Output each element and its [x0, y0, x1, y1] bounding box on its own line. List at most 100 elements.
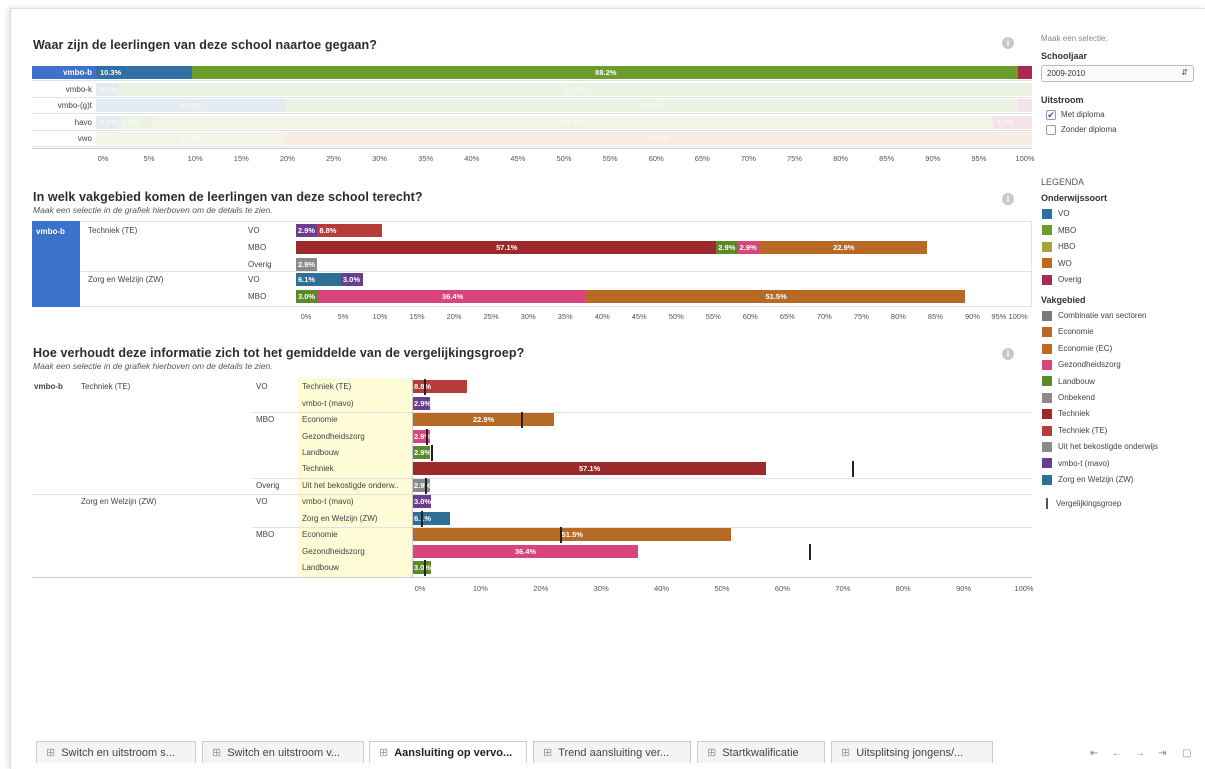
legend-item[interactable]: HBO [1042, 241, 1075, 252]
bar-segment[interactable] [96, 99, 286, 112]
legend-item[interactable]: Techniek [1042, 408, 1090, 420]
value-bar[interactable] [412, 528, 732, 541]
vakgebied-group-label[interactable]: Techniek (TE) [88, 226, 138, 235]
row-label[interactable]: havo [74, 118, 92, 127]
next-icon[interactable]: → [1135, 748, 1145, 759]
bar-segment[interactable] [153, 116, 993, 129]
vakgebied-title: Vakgebied [1041, 295, 1086, 305]
legend-item[interactable]: Landbouw [1042, 376, 1095, 387]
bar-segment[interactable] [716, 241, 738, 254]
level-label[interactable]: vmbo-b [34, 382, 63, 391]
vakgebied-label[interactable]: Gezondheidszorg [302, 432, 365, 441]
value-bar[interactable] [412, 545, 638, 558]
bar-segment[interactable] [96, 116, 118, 129]
value-bar[interactable] [412, 397, 430, 410]
bar-segment[interactable] [96, 83, 118, 96]
info-icon[interactable]: i [1002, 37, 1014, 49]
x-tick-label: 70% [835, 584, 851, 593]
bar-segment[interactable] [296, 224, 318, 237]
legend-item[interactable]: MBO [1042, 225, 1076, 236]
bar-segment[interactable] [1017, 66, 1032, 79]
selected-level-block[interactable] [32, 221, 80, 307]
bar-segment[interactable] [737, 241, 759, 254]
legend-item[interactable]: Uit het bekostigde onderwijs [1042, 441, 1158, 453]
legend-item[interactable]: Economie (EC) [1042, 343, 1112, 354]
bar-segment[interactable] [192, 66, 1018, 79]
legend-item[interactable]: Techniek (TE) [1042, 425, 1107, 436]
data-label: 57.1% [496, 243, 518, 252]
checkbox-checked-icon[interactable]: ✔ [1046, 110, 1056, 120]
bar-segment[interactable] [296, 258, 318, 271]
bar-segment[interactable] [96, 66, 193, 79]
vakgebied-label[interactable]: Economie [302, 530, 338, 539]
vakgebied-group-label[interactable]: Techniek (TE) [81, 382, 131, 391]
vakgebied-label[interactable]: Techniek (TE) [302, 382, 352, 391]
bar-segment[interactable] [758, 241, 928, 254]
bar-segment[interactable] [1017, 99, 1032, 112]
fullscreen-icon[interactable]: ▢ [1182, 748, 1192, 759]
legend-item[interactable]: VO [1042, 208, 1070, 219]
vakgebied-label[interactable]: Gezondheidszorg [302, 547, 365, 556]
vakgebied-label[interactable]: Zorg en Welzijn (ZW) [302, 514, 378, 523]
vakgebied-label[interactable]: vmbo-t (mavo) [302, 497, 354, 506]
legend-item[interactable]: Zorg en Welzijn (ZW) [1042, 474, 1133, 485]
legend-item[interactable]: Overig [1042, 274, 1082, 285]
vakgebied-group-label[interactable]: Zorg en Welzijn (ZW) [81, 497, 157, 506]
first-icon[interactable]: ⇤ [1090, 748, 1099, 759]
legend-item[interactable]: vmbo-t (mavo) [1042, 458, 1110, 469]
value-bar[interactable] [412, 495, 431, 508]
bar-segment[interactable] [317, 224, 383, 237]
legend-label: Landbouw [1058, 376, 1095, 386]
legend-label: Overig [1058, 275, 1082, 284]
bar-segment[interactable] [285, 99, 1018, 112]
tab-1[interactable]: ⊞ Switch en uitstroom s... [36, 741, 196, 763]
info-icon[interactable]: i [1002, 193, 1014, 205]
row-label[interactable]: vmbo-k [65, 85, 92, 94]
row-label[interactable]: vmbo-(g)t [57, 101, 92, 110]
bar-segment[interactable] [992, 116, 1032, 129]
vakgebied-label[interactable]: Techniek [302, 464, 334, 473]
value-bar[interactable] [412, 462, 767, 475]
tab-2[interactable]: ⊞ Switch en uitstroom v... [202, 741, 364, 763]
schooljaar-select[interactable]: 2009-2010 ⇵ [1041, 65, 1194, 82]
tab-5[interactable]: ⊞ Startkwalificatie [697, 741, 825, 763]
checkbox-icon[interactable] [1046, 125, 1056, 135]
tab-4[interactable]: ⊞ Trend aansluiting ver... [533, 741, 691, 763]
legend-swatch [1042, 225, 1052, 236]
level-label[interactable]: vmbo-b [36, 227, 65, 236]
bar-segment[interactable] [296, 241, 717, 254]
value-bar[interactable] [412, 446, 430, 459]
bar-segment[interactable] [296, 273, 341, 286]
bar-segment[interactable] [96, 132, 286, 145]
vakgebied-label[interactable]: vmbo-t (mavo) [302, 399, 354, 408]
bar-segment[interactable] [117, 116, 154, 129]
bar-segment[interactable] [296, 290, 319, 303]
row-label[interactable]: vwo [77, 134, 92, 143]
bar-segment[interactable] [117, 83, 1032, 96]
vakgebied-label[interactable]: Landbouw [302, 448, 339, 457]
prev-icon[interactable]: ← [1112, 748, 1122, 759]
zonder-diploma-option[interactable]: Zonder diploma [1046, 125, 1117, 135]
tab-3[interactable]: ⊞ Aansluiting op vervo... [369, 741, 527, 763]
value-bar[interactable] [412, 413, 554, 426]
legend-item[interactable]: Onbekend [1042, 392, 1095, 403]
tab-6[interactable]: ⊞ Uitsplitsing jongens/... [831, 741, 993, 763]
bar-segment[interactable] [318, 290, 586, 303]
value-bar[interactable] [412, 430, 430, 443]
vakgebied-label[interactable]: Landbouw [302, 563, 339, 572]
bar-segment[interactable] [585, 290, 965, 303]
last-icon[interactable]: ⇥ [1158, 748, 1167, 759]
info-icon[interactable]: i [1002, 348, 1014, 360]
row-label[interactable]: vmbo-b [63, 68, 92, 77]
vakgebied-label[interactable]: Uit het bekostigde onderw.. [302, 481, 399, 490]
bar-segment[interactable] [285, 132, 1032, 145]
legend-item[interactable]: WO [1042, 258, 1072, 269]
vakgebied-group-label[interactable]: Zorg en Welzijn (ZW) [88, 275, 164, 284]
bar-segment[interactable] [340, 273, 363, 286]
legend-item[interactable]: Combinatie van sectoren [1042, 310, 1147, 321]
vakgebied-label[interactable]: Economie [302, 415, 338, 424]
legend-item[interactable]: Gezondheidszorg [1042, 359, 1121, 371]
legend-item[interactable]: Economie [1042, 326, 1094, 338]
met-diploma-option[interactable]: ✔ Met diploma [1046, 110, 1105, 120]
legend-label: Economie (EC) [1058, 343, 1113, 353]
